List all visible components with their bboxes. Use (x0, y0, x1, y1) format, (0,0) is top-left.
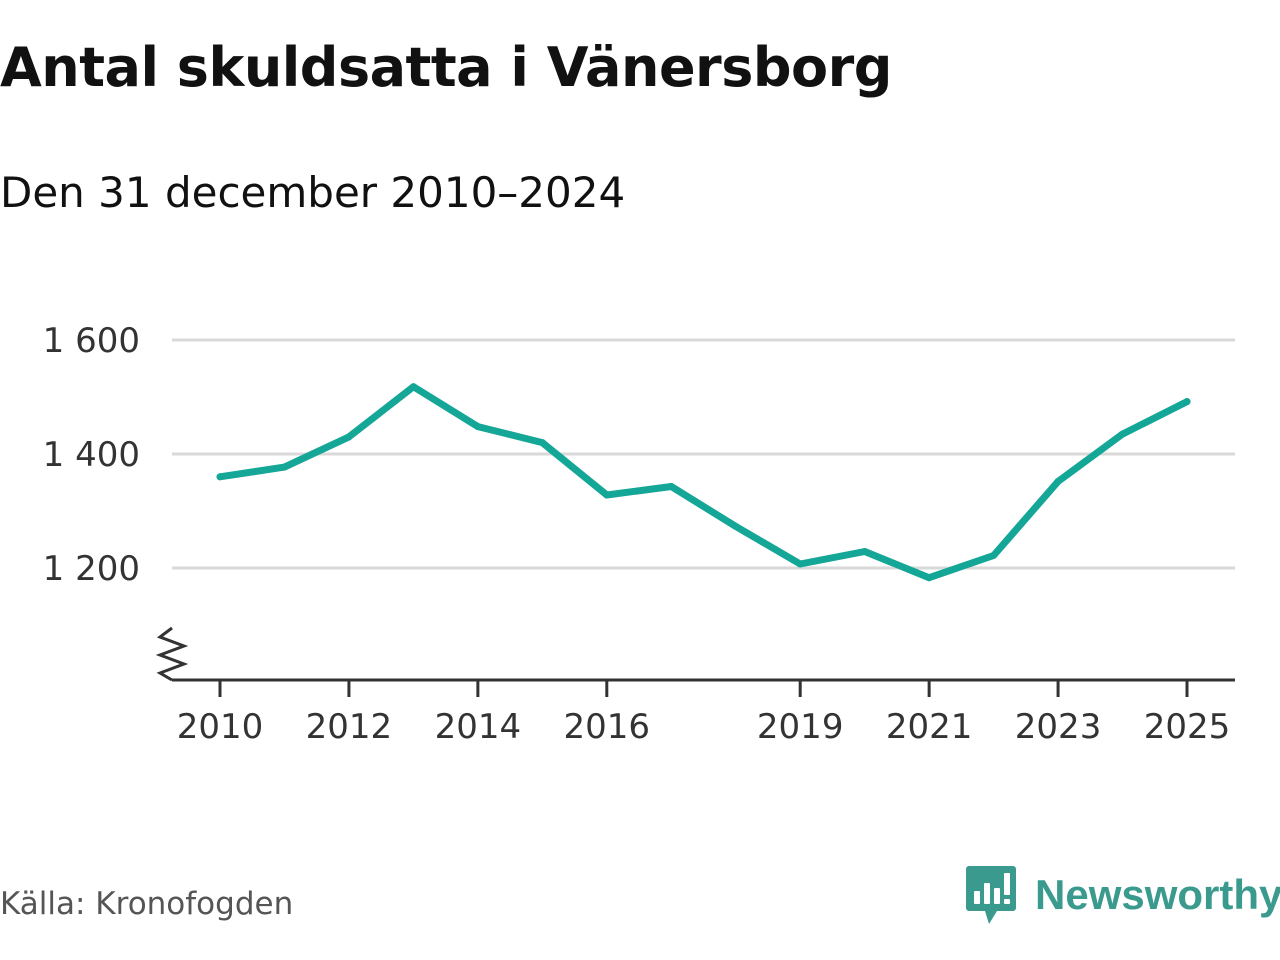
chart-subtitle: Den 31 december 2010–2024 (0, 168, 626, 217)
data-point-2018 (732, 522, 740, 530)
data-point-2020 (861, 547, 869, 555)
x-tick-label: 2025 (1144, 707, 1231, 747)
y-tick-label: 1 600 (43, 321, 140, 361)
data-point-2023 (1054, 477, 1062, 485)
data-point-2021 (925, 574, 933, 582)
data-point-2022 (990, 551, 998, 559)
x-tick-label: 2012 (306, 707, 393, 747)
data-point-2016 (603, 491, 611, 499)
data-point-2011 (280, 463, 288, 471)
x-tick-label: 2014 (435, 707, 522, 747)
data-point-2019 (796, 560, 804, 568)
data-point-2015 (538, 439, 546, 447)
x-tick-label: 2021 (886, 707, 973, 747)
chart-title: Antal skuldsatta i Vänersborg (0, 36, 892, 99)
x-tick-label: 2016 (564, 707, 651, 747)
data-point-2013 (409, 383, 417, 391)
data-point-2010 (216, 473, 224, 481)
x-tick-label: 2010 (177, 707, 264, 747)
series-line (216, 383, 1191, 582)
x-tick-label: 2023 (1015, 707, 1102, 747)
data-point-2025 (1183, 398, 1191, 406)
y-tick-label: 1 200 (43, 549, 140, 589)
axis-break-icon (155, 626, 189, 682)
data-point-2014 (474, 423, 482, 431)
newsworthy-logo-icon (966, 866, 1016, 924)
source-note: Källa: Kronofogden (0, 886, 294, 922)
data-point-2024 (1119, 430, 1127, 438)
data-point-2017 (667, 482, 675, 490)
brand-logo: Newsworthy (965, 864, 1280, 926)
brand-name: Newsworthy (1035, 871, 1280, 918)
y-tick-label: 1 400 (43, 435, 140, 475)
data-point-2012 (345, 433, 353, 441)
x-tick-label: 2019 (757, 707, 844, 747)
